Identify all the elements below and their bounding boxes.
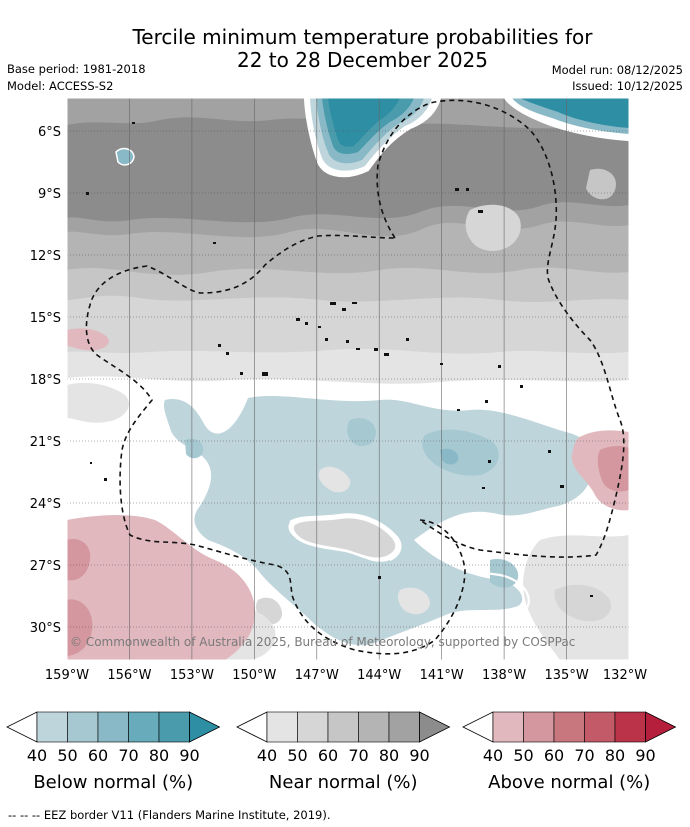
colorbar-max-extension bbox=[645, 711, 677, 743]
lat-label: 27°S bbox=[30, 559, 61, 574]
above-normal-east-region bbox=[571, 430, 629, 511]
lon-label: 159°W bbox=[45, 668, 89, 683]
colorbar-segment bbox=[297, 711, 329, 743]
near-normal-patch bbox=[465, 204, 521, 251]
colorbar-tick-label: 50 bbox=[513, 746, 533, 765]
colorbar-tick-label: 40 bbox=[483, 746, 503, 765]
lon-label: 156°W bbox=[107, 668, 151, 683]
lon-label: 150°W bbox=[232, 668, 276, 683]
map-title-line-1: Tercile minimum temperature probabilitie… bbox=[132, 25, 593, 49]
latitude-labels: 6°S 9°S 12°S 15°S 18°S 21°S 24°S 27°S 30… bbox=[30, 125, 61, 636]
colorbar-tick-label: 70 bbox=[574, 746, 594, 765]
near-normal-enclave-2 bbox=[318, 466, 351, 493]
probability-field: © Commonwealth of Australia 2025, Bureau… bbox=[67, 98, 629, 660]
colorbar-max-extension bbox=[189, 711, 221, 743]
latitude-gridlines bbox=[67, 130, 629, 628]
lon-label: 132°W bbox=[603, 668, 647, 683]
colorbar-segment bbox=[584, 711, 616, 743]
eez-border bbox=[85, 99, 625, 655]
issued-label: Issued: 10/12/2025 bbox=[572, 79, 683, 93]
lat-label: 18°S bbox=[30, 373, 61, 388]
colorbar-segment bbox=[36, 711, 68, 743]
below-normal-colorbar-title: Below normal (%) bbox=[33, 772, 193, 793]
colorbar-segment bbox=[553, 711, 585, 743]
longitude-gridlines bbox=[67, 98, 629, 660]
near-normal-colorbar-title: Near normal (%) bbox=[269, 772, 418, 793]
colorbar-segment bbox=[523, 711, 555, 743]
near-normal-west-patch bbox=[67, 382, 129, 423]
colorbar-segment bbox=[67, 711, 99, 743]
colorbar-segment bbox=[388, 711, 420, 743]
lat-label: 15°S bbox=[30, 311, 61, 326]
below-normal-colorbar: 40 50 60 70 80 90 Below normal (%) bbox=[6, 711, 221, 793]
lat-label: 30°S bbox=[30, 621, 61, 636]
colorbar-tick-label: 40 bbox=[27, 746, 47, 765]
near-normal-patch-2 bbox=[586, 168, 616, 200]
near-normal-enclave-4 bbox=[397, 587, 430, 615]
near-normal-enclave bbox=[293, 518, 396, 558]
lon-label: 153°W bbox=[170, 668, 214, 683]
lon-label: 144°W bbox=[357, 668, 401, 683]
copyright-text: © Commonwealth of Australia 2025, Bureau… bbox=[70, 635, 575, 649]
colorbar-tick-label: 60 bbox=[88, 746, 108, 765]
colorbar-tick-label: 90 bbox=[635, 746, 655, 765]
eez-legend: -- -- -- EEZ border V11 (Flanders Marine… bbox=[8, 808, 331, 822]
colorbar-tick-label: 80 bbox=[379, 746, 399, 765]
near-normal-colorbar: 40 50 60 70 80 90 Near normal (%) bbox=[236, 711, 451, 793]
colorbar-segment bbox=[97, 711, 129, 743]
map-title-line-2: 22 to 28 December 2025 bbox=[236, 48, 488, 72]
colorbar-segment bbox=[128, 711, 160, 743]
colorbar-tick-label: 40 bbox=[257, 746, 277, 765]
colorbar-legends: 40 50 60 70 80 90 Below normal (%) 40 50 60 70 80 90… bbox=[6, 711, 677, 793]
colorbar-segment bbox=[327, 711, 359, 743]
colorbar-tick-label: 50 bbox=[287, 746, 307, 765]
above-normal-colorbar-title: Above normal (%) bbox=[488, 772, 650, 793]
below-normal-northeast-region bbox=[505, 98, 629, 140]
colorbar-segment bbox=[358, 711, 390, 743]
colorbar-tick-label: 60 bbox=[544, 746, 564, 765]
colorbar-tick-label: 70 bbox=[118, 746, 138, 765]
map-frame bbox=[66, 97, 630, 661]
colorbar-tick-label: 80 bbox=[149, 746, 169, 765]
longitude-labels: 159°W 156°W 153°W 150°W 147°W 144°W 141°… bbox=[45, 668, 647, 683]
colorbar-tick-label: 90 bbox=[179, 746, 199, 765]
base-period-label: Base period: 1981-2018 bbox=[7, 62, 146, 76]
eez-legend-symbol: -- -- -- bbox=[8, 808, 41, 822]
colorbar-min-extension bbox=[462, 711, 494, 743]
model-label: Model: ACCESS-S2 bbox=[7, 79, 114, 93]
above-normal-southwest-region bbox=[67, 515, 255, 660]
colorbar-tick-label: 90 bbox=[409, 746, 429, 765]
lat-label: 21°S bbox=[30, 435, 61, 450]
near-normal-southeast-patch-2 bbox=[554, 584, 611, 622]
model-run-label: Model run: 08/12/2025 bbox=[551, 63, 683, 77]
above-normal-colorbar: 40 50 60 70 80 90 Above normal (%) bbox=[462, 711, 677, 793]
colorbar-segment bbox=[158, 711, 190, 743]
colorbar-tick-label: 60 bbox=[318, 746, 338, 765]
colorbar-tick-label: 70 bbox=[348, 746, 368, 765]
below-normal-spot bbox=[115, 147, 135, 166]
colorbar-segment bbox=[266, 711, 298, 743]
lon-label: 135°W bbox=[545, 668, 589, 683]
lon-label: 147°W bbox=[295, 668, 339, 683]
lat-label: 9°S bbox=[38, 187, 61, 202]
below-normal-north-region bbox=[305, 98, 440, 177]
colorbar-max-extension bbox=[419, 711, 451, 743]
colorbar-tick-label: 50 bbox=[57, 746, 77, 765]
lon-label: 141°W bbox=[420, 668, 464, 683]
colorbar-min-extension bbox=[6, 711, 38, 743]
colorbar-segment bbox=[614, 711, 646, 743]
lat-label: 12°S bbox=[30, 249, 61, 264]
colorbar-segment bbox=[492, 711, 524, 743]
probability-contours bbox=[159, 98, 629, 611]
islands bbox=[86, 122, 593, 597]
lat-label: 6°S bbox=[38, 125, 61, 140]
lat-label: 24°S bbox=[30, 497, 61, 512]
lon-label: 138°W bbox=[482, 668, 526, 683]
eez-legend-text: EEZ border V11 (Flanders Marine Institut… bbox=[43, 808, 331, 822]
colorbar-tick-label: 80 bbox=[605, 746, 625, 765]
colorbar-min-extension bbox=[236, 711, 268, 743]
